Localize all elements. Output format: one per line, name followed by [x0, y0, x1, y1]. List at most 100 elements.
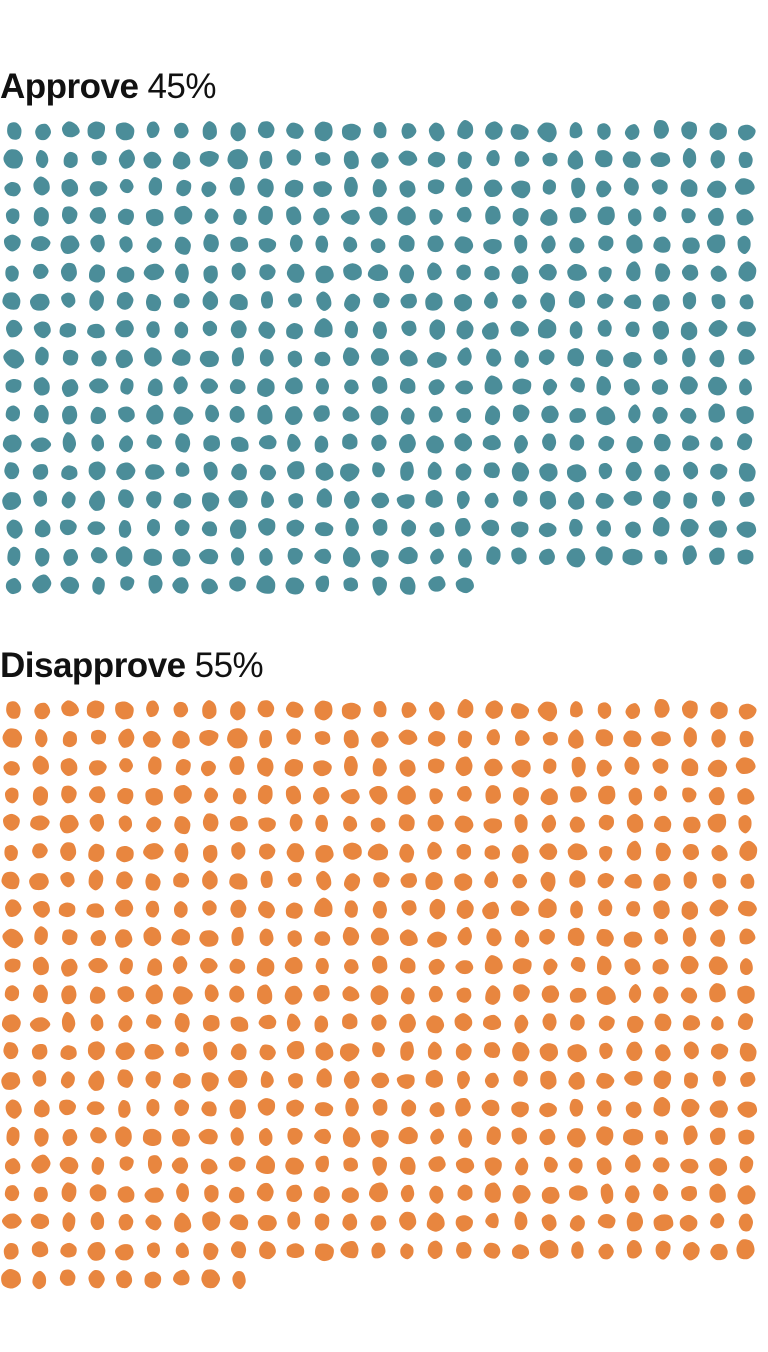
- disapprove-dot: [4, 845, 18, 862]
- disapprove-dot: [229, 958, 246, 974]
- approve-dot: [427, 262, 442, 281]
- approve-dot: [2, 434, 22, 453]
- approve-dot: [653, 433, 671, 452]
- approve-dot: [172, 151, 191, 170]
- disapprove-dot: [571, 1241, 584, 1259]
- disapprove-dot: [427, 841, 442, 860]
- approve-dot: [286, 519, 305, 537]
- approve-dot: [569, 122, 583, 139]
- approve-dot: [35, 150, 49, 169]
- disapprove-dot: [595, 729, 614, 747]
- disapprove-dot: [90, 1127, 107, 1144]
- disapprove-dot: [569, 870, 586, 888]
- disapprove-dot: [539, 1239, 559, 1259]
- approve-dot: [484, 492, 499, 509]
- approve-dot: [146, 321, 160, 338]
- disapprove-dot: [258, 817, 276, 832]
- disapprove-dot: [200, 760, 216, 777]
- approve-dot: [453, 293, 473, 312]
- approve-dot: [737, 433, 753, 451]
- approve-dot: [485, 205, 501, 225]
- disapprove-dot: [32, 901, 50, 918]
- disapprove-dot: [174, 842, 189, 863]
- disapprove-dot: [455, 1097, 471, 1117]
- disapprove-dot: [567, 1044, 587, 1063]
- approve-dot: [567, 263, 587, 281]
- approve-dot: [4, 181, 21, 197]
- disapprove-dot: [232, 788, 247, 805]
- approve-dot: [261, 491, 275, 508]
- approve-dot: [3, 149, 23, 169]
- approve-dot: [116, 266, 135, 283]
- disapprove-dot: [482, 1014, 502, 1031]
- disapprove-dot: [511, 844, 529, 864]
- disapprove-dot: [515, 1157, 529, 1176]
- disapprove-dot: [200, 958, 218, 974]
- disapprove-dot: [654, 699, 670, 718]
- disapprove-dot: [119, 1156, 134, 1171]
- approve-dot: [652, 516, 670, 537]
- disapprove-dot: [709, 983, 726, 1003]
- approve-dot: [62, 349, 79, 366]
- disapprove-dot: [707, 759, 728, 778]
- approve-dot: [514, 350, 529, 368]
- approve-dot: [734, 178, 755, 195]
- approve-dot: [427, 235, 444, 253]
- disapprove-dot: [596, 1157, 612, 1176]
- disapprove-dot: [708, 956, 728, 976]
- approve-dot: [260, 291, 274, 309]
- disapprove-dot: [202, 1211, 221, 1231]
- approve-dot: [737, 235, 751, 255]
- disapprove-dot: [260, 1071, 274, 1088]
- disapprove-dot: [114, 929, 133, 948]
- approve-dot: [227, 149, 248, 170]
- disapprove-dot: [259, 843, 276, 860]
- approve-dot: [511, 180, 531, 199]
- disapprove-dot: [710, 1043, 729, 1060]
- disapprove-dot: [258, 1014, 277, 1030]
- approve-dot: [89, 181, 108, 197]
- disapprove-dot: [230, 1241, 247, 1259]
- disapprove-dot: [143, 843, 164, 860]
- approve-dot: [230, 236, 249, 252]
- disapprove-dot: [737, 1013, 754, 1031]
- approve-dot: [623, 177, 639, 196]
- approve-heading: Approve 45%: [0, 67, 217, 107]
- disapprove-dot-grid: [1, 699, 758, 1290]
- disapprove-dot: [230, 701, 246, 721]
- disapprove-dot: [737, 985, 755, 1004]
- approve-dot: [199, 350, 219, 368]
- disapprove-dot: [203, 1242, 219, 1261]
- approve-dot: [370, 405, 389, 426]
- approve-dot: [340, 463, 360, 482]
- approve-dot: [60, 235, 80, 254]
- disapprove-dot: [597, 1214, 616, 1229]
- disapprove-dot: [313, 985, 330, 1002]
- approve-dot: [174, 321, 189, 339]
- disapprove-dot: [175, 1042, 189, 1057]
- approve-dot: [596, 520, 612, 537]
- approve-dot: [595, 493, 614, 509]
- disapprove-dot: [1, 871, 20, 890]
- approve-dot: [120, 576, 135, 591]
- disapprove-dot: [230, 1127, 244, 1146]
- disapprove-dot: [372, 900, 387, 919]
- approve-dot: [566, 464, 587, 483]
- disapprove-dot: [428, 1156, 446, 1172]
- approve-dot: [116, 291, 134, 310]
- approve-dot: [286, 149, 302, 166]
- disapprove-dot: [31, 1043, 48, 1060]
- approve-dot: [203, 435, 221, 452]
- approve-dot: [201, 578, 218, 595]
- disapprove-dot: [60, 842, 77, 861]
- approve-dot: [341, 123, 361, 141]
- disapprove-dot: [653, 900, 670, 920]
- approve-dot: [569, 434, 585, 451]
- disapprove-dot: [147, 1155, 163, 1174]
- approve-dot: [61, 292, 76, 308]
- disapprove-dot: [88, 958, 108, 974]
- disapprove-dot: [570, 786, 587, 803]
- approve-dot: [510, 521, 529, 538]
- disapprove-dot: [483, 1042, 501, 1058]
- approve-dot: [683, 492, 698, 509]
